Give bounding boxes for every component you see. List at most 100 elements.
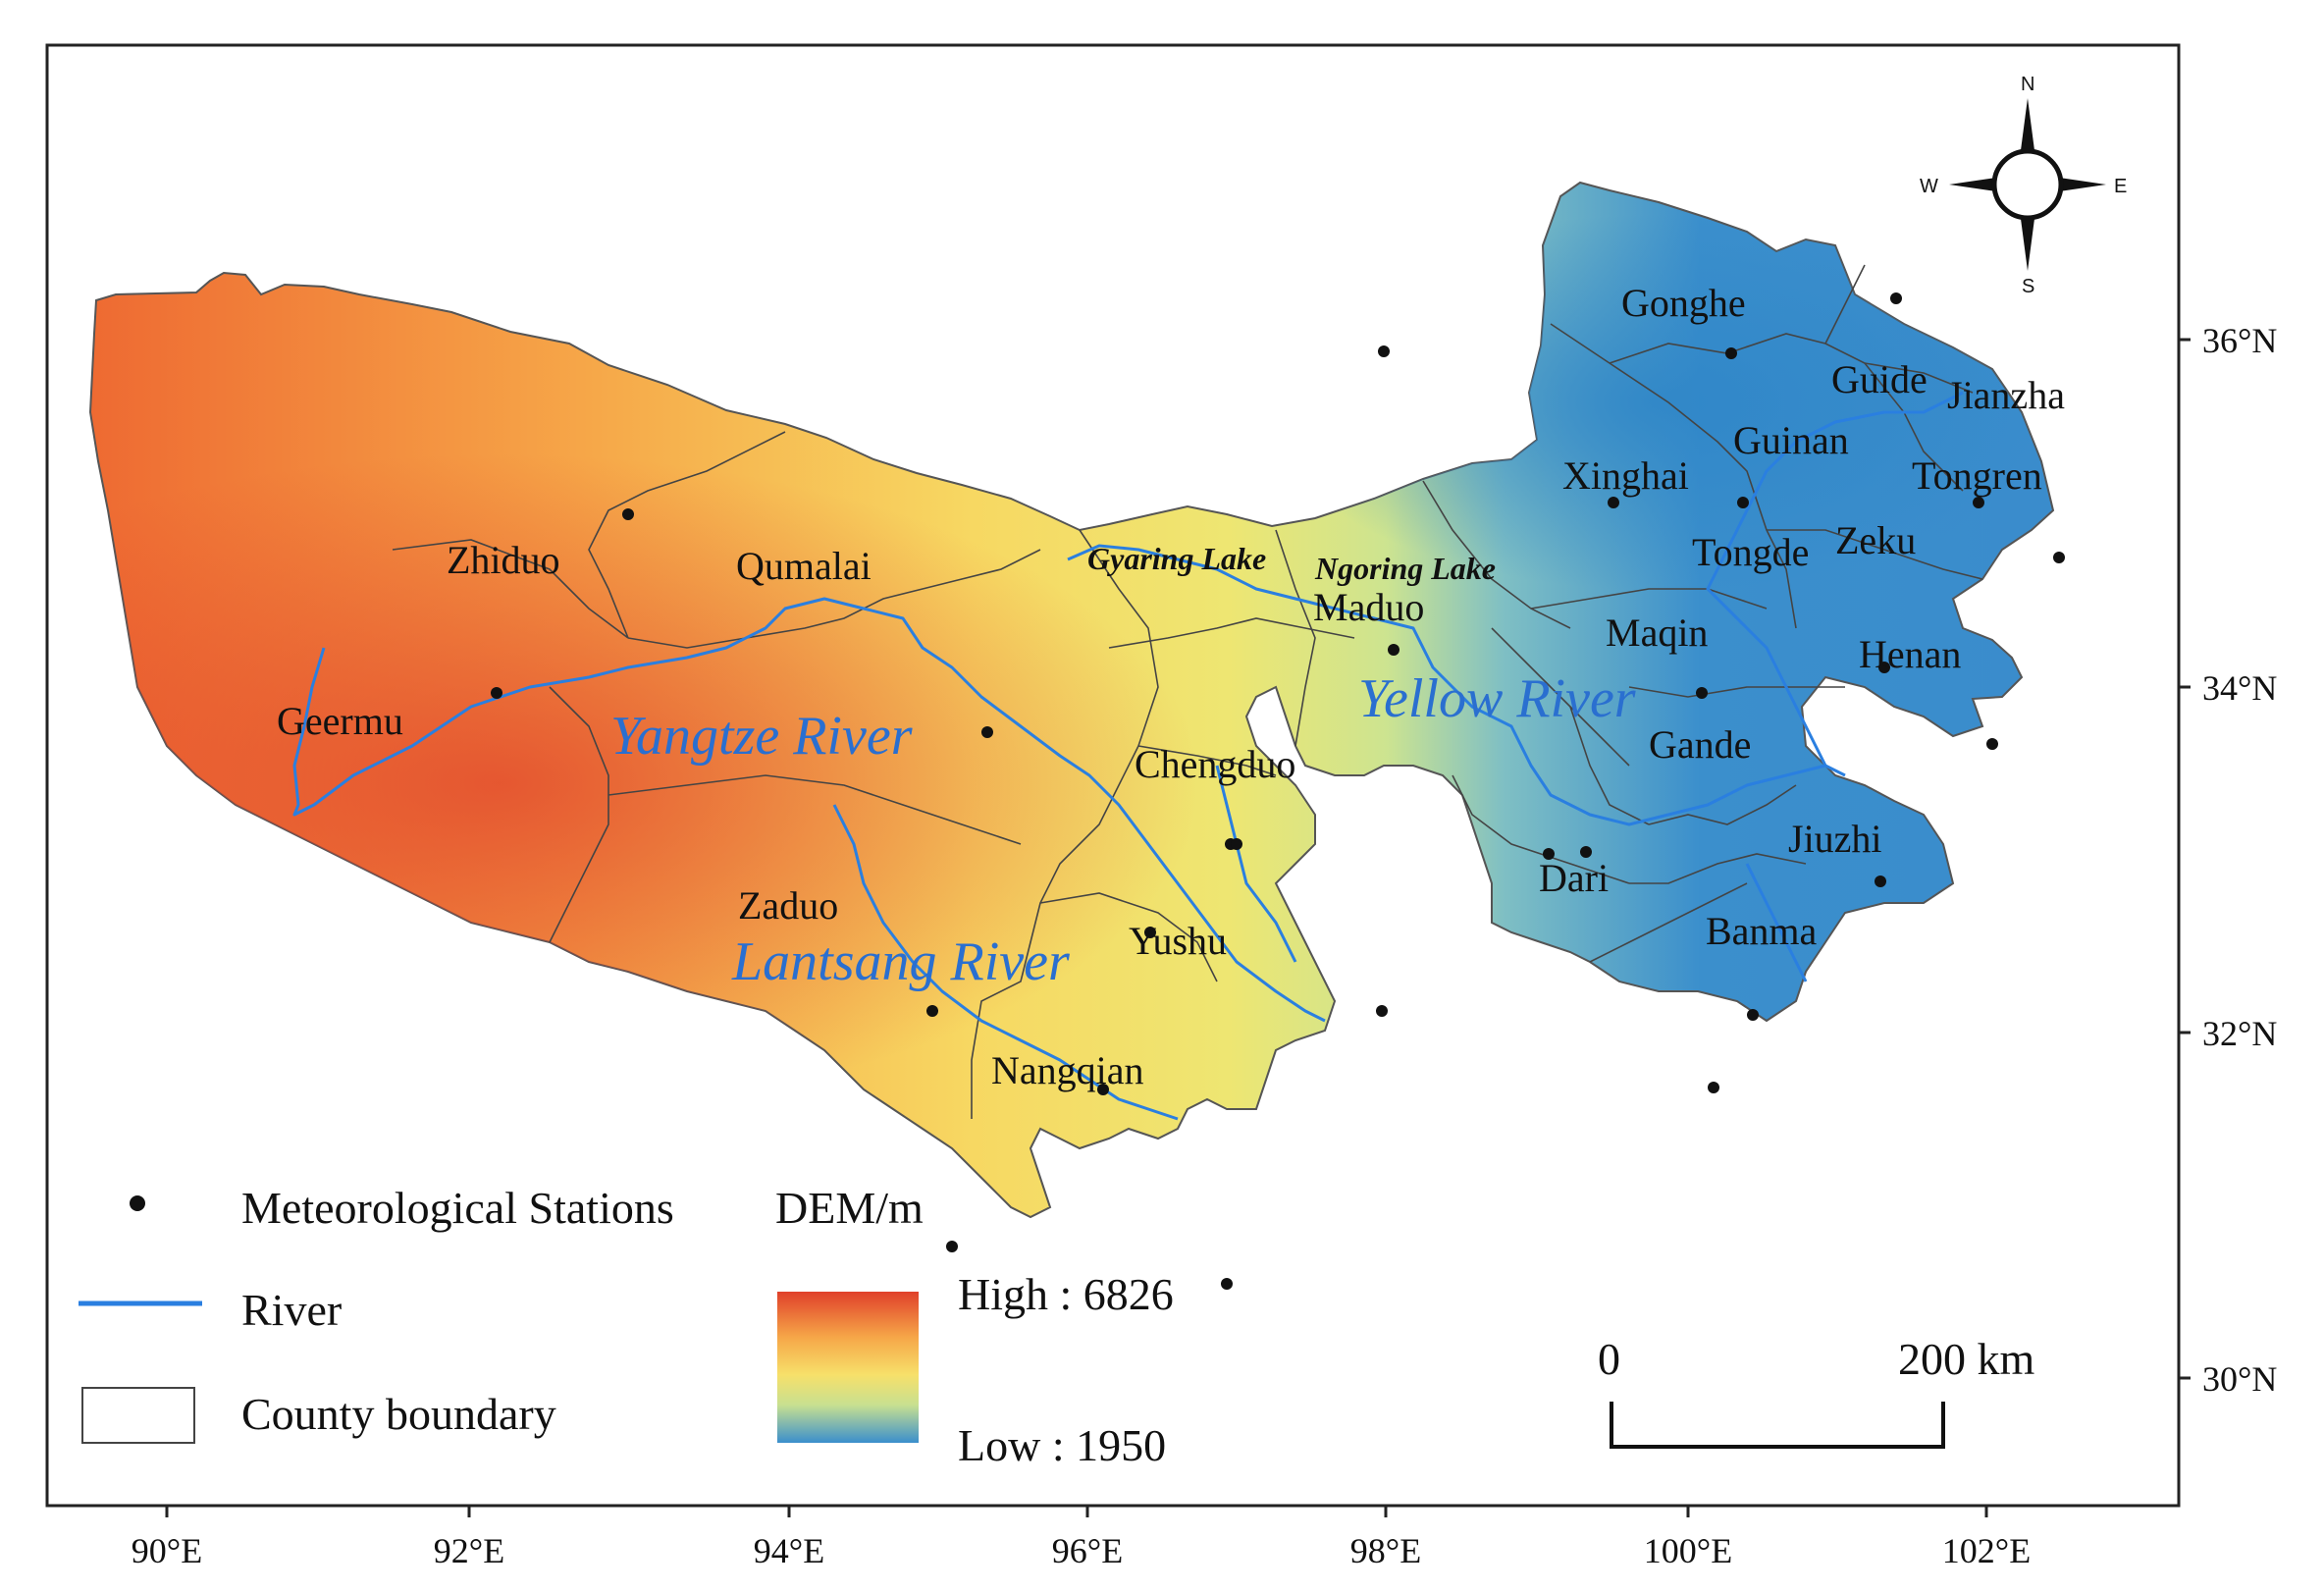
legend-stations-label: Meteorological Stations [241,1183,674,1233]
county-label-tongde: Tongde [1692,530,1809,574]
x-tick-label: 102°E [1942,1531,2031,1570]
river-label-yangtze: Yangtze River [610,706,913,767]
station-marker [1376,1005,1388,1017]
county-label-zhiduo: Zhiduo [447,538,560,582]
river-line [1706,391,1964,767]
station-marker [1378,345,1390,357]
compass-e: E [2114,176,2127,197]
station-marker [1878,662,1890,673]
x-tick-label: 94°E [754,1531,824,1570]
station-marker [1890,292,1902,304]
legend-dem-low: Low : 1950 [958,1420,1166,1470]
x-tick-label: 90°E [132,1531,202,1570]
county-label-yushu: Yushu [1129,919,1227,963]
county-boundary-line [1629,853,1807,884]
river-line [1215,765,1297,963]
county-boundary-line [1767,529,1983,580]
river-lines [292,391,1964,1121]
legend-river-label: River [241,1285,342,1335]
river-line [832,804,1179,1121]
county-label-qumalai: Qumalai [736,544,872,588]
county-label-gande: Gande [1649,722,1751,767]
legend: Meteorological Stations River County bou… [79,1183,1174,1470]
x-tick-label: 92°E [434,1531,504,1570]
county-boundary-line [1039,892,1218,982]
station-marker [1608,497,1619,508]
county-label-henan: Henan [1859,632,1961,676]
county-boundary-line [1422,480,1571,629]
station-marker [1144,927,1156,938]
county-boundary-line [588,431,786,639]
scale-zero-label: 0 [1598,1334,1620,1384]
x-tick-label: 96°E [1052,1531,1123,1570]
county-label-banma: Banma [1706,909,1818,953]
legend-dem-high: High : 6826 [958,1269,1174,1319]
station-marker [1097,1084,1109,1095]
y-tick-label: 32°N [2202,1014,2277,1053]
station-marker [1708,1082,1719,1093]
county-boundary-line [1530,588,1768,610]
lake-labels: Gyaring Lake Ngoring Lake [1087,541,1496,586]
x-tick-label: 98°E [1350,1531,1421,1570]
county-label-nangqian: Nangqian [991,1048,1144,1092]
y-tick-label: 34°N [2202,668,2277,708]
county-label-guide: Guide [1831,357,1928,401]
y-tick-label: 36°N [2202,321,2277,360]
station-marker [1543,848,1555,860]
river-labels: Yangtze River Yellow River Lantsang Rive… [610,668,1636,992]
compass-w: W [1920,176,1938,197]
county-boundaries [392,264,1983,1119]
station-marker [1725,347,1737,359]
river-label-lantsang: Lantsang River [731,931,1070,992]
river-line [292,597,1326,1023]
county-boundary-line [392,539,629,639]
county-label-jianzha: Jianzha [1947,373,2065,417]
legend-county-label: County boundary [241,1389,556,1439]
county-boundary-line [607,774,1022,845]
compass-n: N [2021,74,2034,95]
county-label-maduo: Maduo [1313,585,1424,629]
station-marker [1875,876,1886,887]
lake-label-gyaring: Gyaring Lake [1087,541,1266,576]
station-marker [1737,497,1749,508]
county-boundary-line [1648,784,1797,825]
county-label-geermu: Geermu [277,699,403,743]
county-label-dari: Dari [1539,856,1609,900]
station-marker [946,1241,958,1252]
stations-layer [491,292,2065,1290]
station-marker [981,726,993,738]
river-line [1067,544,1846,826]
y-tick-label: 30°N [2202,1359,2277,1399]
x-axis-ticks: 90°E 92°E 94°E 96°E 98°E 100°E 102°E [132,1506,2031,1570]
county-label-xinghai: Xinghai [1562,453,1689,498]
station-marker [1221,1278,1233,1290]
county-label-chengduo: Chengduo [1135,742,1295,786]
x-tick-label: 100°E [1644,1531,1732,1570]
station-marker [1696,687,1708,699]
county-label-guinan: Guinan [1733,418,1849,462]
county-label-jiuzhi: Jiuzhi [1788,817,1882,861]
legend-county-symbol [81,1387,195,1444]
station-marker [1388,644,1400,656]
station-marker [1986,738,1998,750]
station-marker [2053,552,2065,563]
scale-bar: 0 200 km [1598,1334,2035,1449]
compass-s: S [2022,276,2034,297]
scale-end-label: 200 km [1898,1334,2035,1384]
county-boundary-line [971,529,1159,1119]
station-marker [1747,1009,1759,1021]
county-label-maqin: Maqin [1606,610,1708,655]
station-marker [1580,846,1592,858]
legend-station-symbol [130,1195,145,1211]
station-marker [491,687,502,699]
station-marker [926,1005,938,1017]
lake-label-ngoring: Ngoring Lake [1314,551,1496,586]
legend-dem-ramp [777,1292,919,1443]
station-marker [1973,497,1984,508]
north-arrow: N S E W [1920,74,2127,297]
county-boundary-line [549,686,609,943]
river-label-yellow: Yellow River [1358,668,1636,729]
county-boundary-line [1550,323,1797,629]
